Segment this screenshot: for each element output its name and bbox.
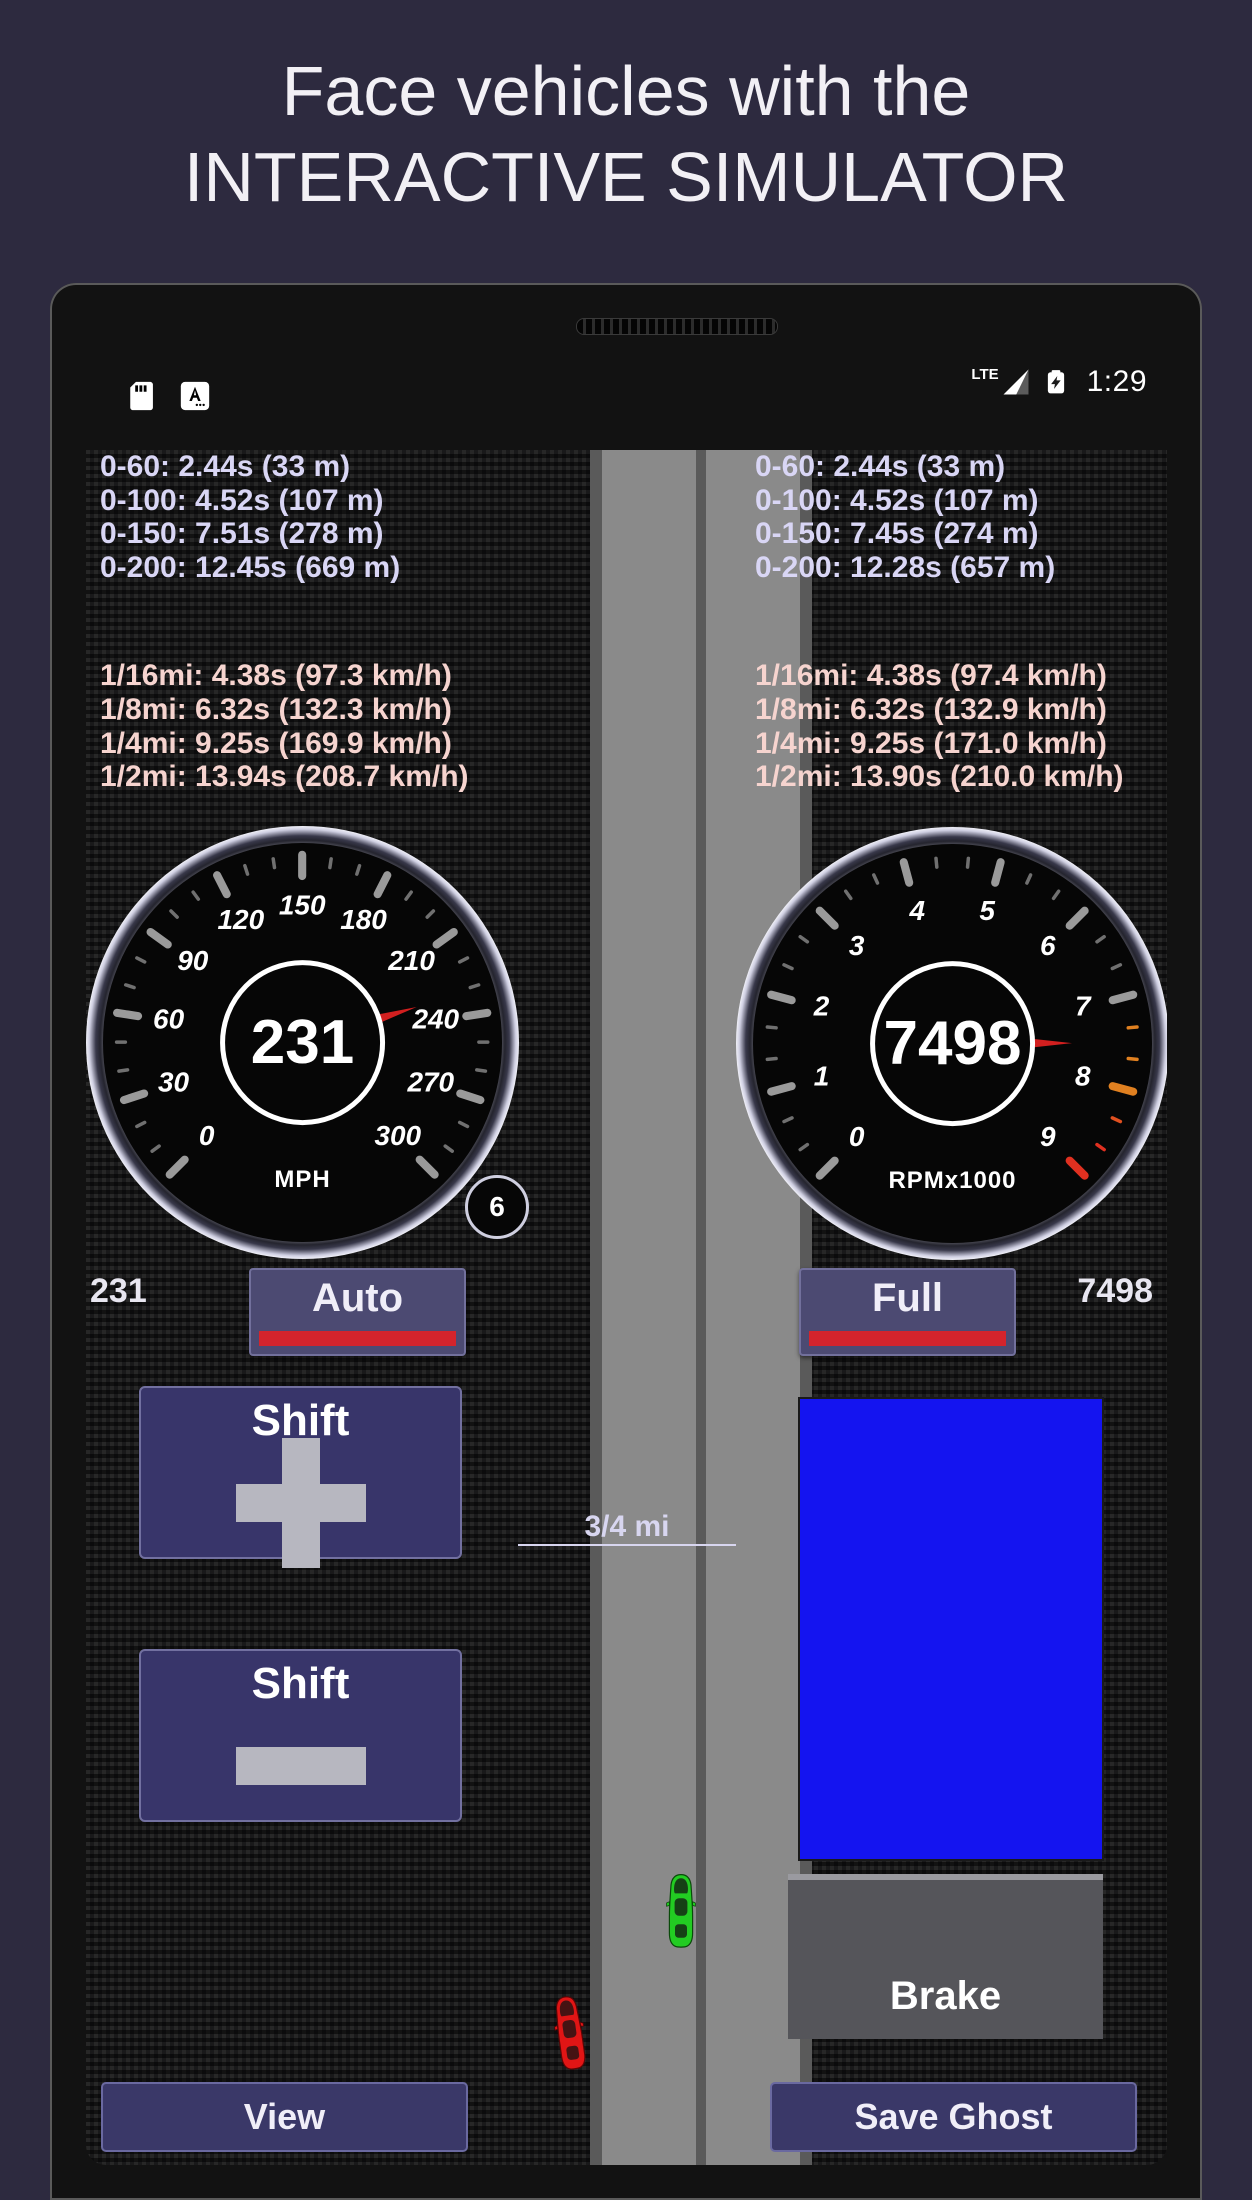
svg-text:120: 120 [218,904,265,935]
svg-text:9: 9 [1040,1121,1056,1152]
svg-text:270: 270 [407,1067,455,1098]
svg-text:6: 6 [1040,930,1056,961]
svg-text:150: 150 [279,890,326,921]
svg-text:4: 4 [909,895,926,926]
svg-text:0: 0 [849,1121,865,1152]
svg-text:30: 30 [158,1067,190,1098]
svg-text:1: 1 [814,1061,830,1092]
svg-text:180: 180 [341,904,388,935]
svg-text:210: 210 [388,945,436,976]
svg-text:240: 240 [412,1004,460,1035]
svg-text:60: 60 [153,1004,185,1035]
svg-text:3: 3 [849,930,865,961]
svg-text:5: 5 [980,895,996,926]
svg-text:2: 2 [813,991,830,1022]
svg-text:8: 8 [1075,1061,1091,1092]
svg-text:300: 300 [375,1120,422,1151]
svg-text:7: 7 [1075,991,1092,1022]
svg-text:90: 90 [178,945,210,976]
svg-text:0: 0 [199,1120,215,1151]
